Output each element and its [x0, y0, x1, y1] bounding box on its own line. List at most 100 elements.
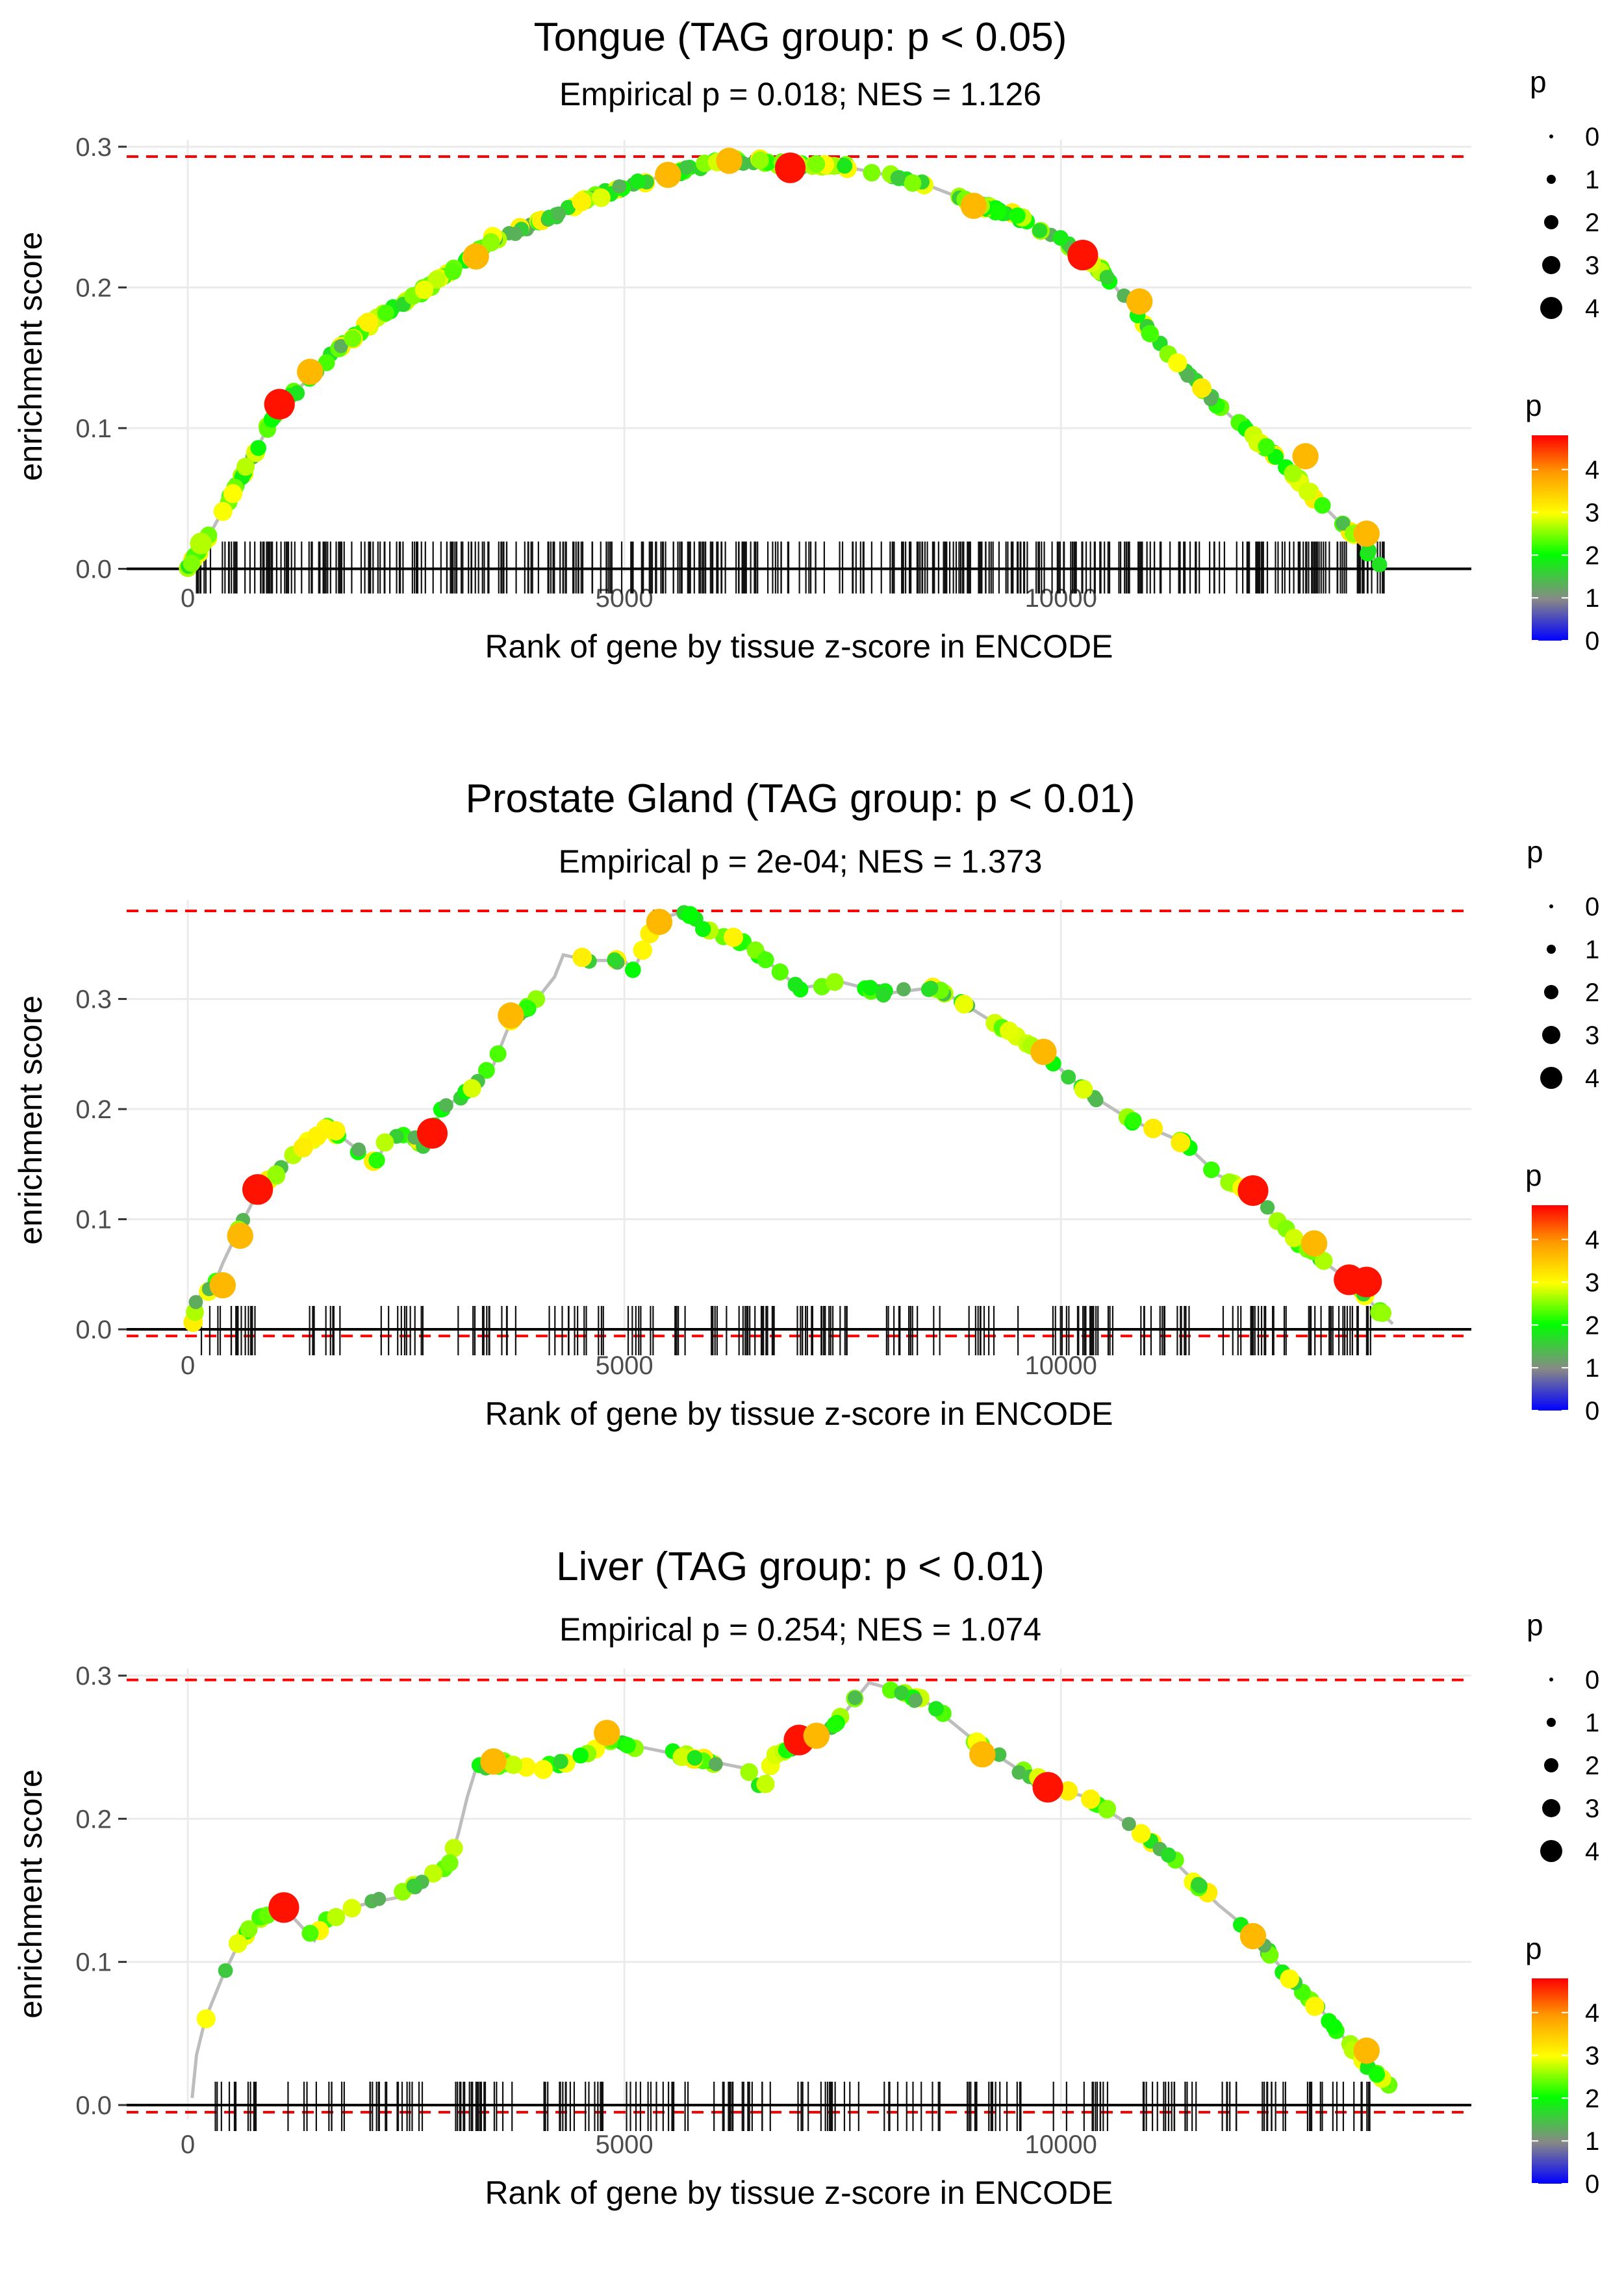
es-highlight-point: [416, 1118, 448, 1149]
es-point: [424, 1864, 443, 1883]
es-point: [372, 1891, 387, 1906]
es-highlight-point: [1126, 288, 1153, 315]
es-point: [999, 1021, 1019, 1041]
es-point: [377, 304, 395, 322]
size-legend-key: [1542, 1799, 1560, 1817]
size-legend: p 0 1 2 3 4: [1530, 65, 1599, 323]
es-point: [682, 906, 699, 923]
es-point: [1160, 1847, 1176, 1863]
es-point: [695, 921, 711, 938]
x-tick-label: 0: [181, 2130, 195, 2159]
y-tick-label: 0.1: [75, 1206, 112, 1234]
y-tick-label: 0.3: [75, 133, 112, 162]
es-point: [342, 1898, 361, 1918]
chart-subtitle: Empirical p = 2e-04; NES = 1.373: [559, 843, 1043, 880]
es-highlight-point: [498, 1002, 524, 1029]
size-legend-label: 2: [1585, 1752, 1599, 1780]
es-highlight-point: [227, 1222, 253, 1249]
es-point: [240, 1920, 258, 1938]
size-legend-label: 3: [1585, 1021, 1599, 1050]
size-legend-label: 1: [1585, 166, 1599, 194]
es-point: [619, 1737, 636, 1754]
color-legend-label: 1: [1585, 584, 1599, 613]
y-tick-label: 0.0: [75, 1316, 112, 1344]
es-point: [188, 1295, 203, 1309]
es-point: [629, 173, 646, 190]
es-point: [807, 155, 826, 173]
es-point: [478, 1062, 495, 1079]
es-highlight-point: [1292, 443, 1319, 470]
color-legend-bar: [1532, 1205, 1568, 1411]
es-highlight-point: [655, 161, 681, 188]
chart-panel: Liver (TAG group: p < 0.01) Empirical p =…: [12, 1544, 1599, 2211]
es-point: [1141, 325, 1158, 342]
es-point: [1032, 223, 1048, 238]
es-point: [463, 1079, 481, 1098]
es-point: [553, 1754, 568, 1769]
es-point: [427, 270, 446, 289]
size-legend-key: [1547, 1718, 1556, 1727]
size-legend-label: 4: [1585, 294, 1599, 323]
es-point: [1081, 1789, 1100, 1809]
es-point: [1284, 464, 1302, 483]
size-legend-label: 4: [1585, 1064, 1599, 1093]
es-point: [1125, 1112, 1142, 1129]
es-point: [863, 164, 881, 182]
es-point: [533, 1759, 553, 1780]
size-legend-key: [1544, 215, 1558, 229]
es-highlight-point: [1300, 1230, 1328, 1257]
es-point: [1361, 543, 1377, 559]
size-legend-label: 1: [1585, 1709, 1599, 1737]
es-point: [289, 385, 305, 402]
es-point: [223, 484, 243, 504]
size-legend: p 0 1 2 3 4: [1527, 835, 1599, 1093]
es-point: [1298, 482, 1317, 501]
size-legend: p 0 1 2 3 4: [1527, 1608, 1599, 1866]
es-point: [989, 203, 1006, 220]
es-point: [375, 1133, 394, 1152]
y-axis-label: enrichment score: [12, 232, 49, 481]
es-highlight-point: [190, 532, 212, 555]
es-point: [213, 502, 233, 521]
es-point: [250, 440, 267, 456]
es-point: [1131, 1824, 1151, 1843]
size-legend-label: 0: [1585, 893, 1599, 921]
es-point: [1180, 368, 1195, 383]
es-point: [1314, 1251, 1333, 1270]
es-highlight-point: [1239, 1923, 1267, 1950]
chart-title: Prostate Gland (TAG group: p < 0.01): [466, 776, 1136, 821]
es-point: [1305, 1997, 1325, 2016]
es-point: [1260, 1200, 1275, 1215]
x-tick-label: 5000: [596, 1351, 653, 1380]
es-point: [1280, 1969, 1299, 1989]
y-axis-label: enrichment score: [12, 995, 49, 1245]
es-point: [876, 987, 891, 1003]
es-point: [196, 2009, 216, 2028]
es-highlight-point: [774, 152, 806, 183]
size-legend-key: [1540, 1067, 1562, 1089]
es-point: [624, 962, 641, 978]
es-point: [592, 188, 611, 207]
color-legend: p 0 1 2 3 4: [1525, 1932, 1599, 2199]
color-legend-label: 2: [1585, 1311, 1599, 1340]
es-point: [954, 995, 974, 1014]
es-point: [440, 1854, 459, 1872]
es-highlight-point: [1353, 2038, 1380, 2064]
x-tick-label: 10000: [1025, 1351, 1097, 1380]
es-point: [771, 963, 789, 981]
es-point: [326, 1121, 346, 1141]
y-tick-label: 0.2: [75, 1805, 112, 1833]
color-legend-label: 2: [1585, 541, 1599, 570]
es-points: [183, 905, 1392, 1332]
es-point: [607, 952, 622, 968]
es-point: [368, 1152, 385, 1169]
es-points: [196, 1681, 1398, 2094]
color-legend-title: p: [1525, 389, 1542, 422]
es-point: [612, 179, 627, 194]
y-tick-label: 0.3: [75, 1662, 112, 1691]
size-legend-label: 0: [1585, 1666, 1599, 1694]
x-tick-label: 0: [181, 1351, 195, 1380]
size-legend-title: p: [1527, 835, 1543, 869]
es-point: [293, 1138, 313, 1158]
es-point: [1284, 1229, 1304, 1247]
